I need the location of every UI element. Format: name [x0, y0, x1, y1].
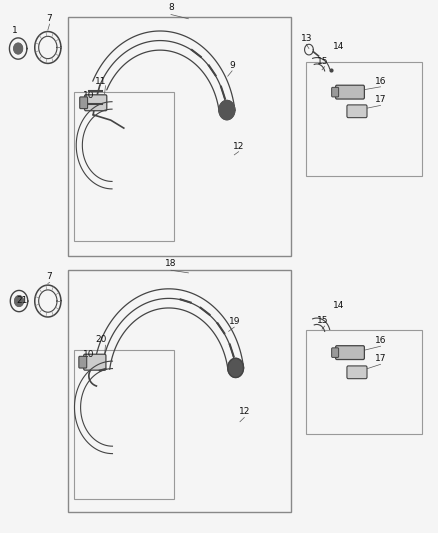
- Bar: [68, 17, 291, 256]
- Text: 18: 18: [165, 259, 177, 268]
- Text: 10: 10: [83, 350, 95, 359]
- FancyBboxPatch shape: [84, 354, 106, 370]
- Text: 14: 14: [332, 301, 344, 310]
- Text: 16: 16: [375, 336, 386, 345]
- Text: 1: 1: [12, 26, 18, 35]
- FancyBboxPatch shape: [85, 95, 107, 111]
- Text: 19: 19: [229, 317, 240, 326]
- Text: 10: 10: [83, 91, 95, 100]
- Bar: [68, 270, 291, 512]
- Text: 15: 15: [317, 316, 328, 325]
- Polygon shape: [228, 358, 244, 377]
- FancyBboxPatch shape: [332, 87, 339, 97]
- FancyBboxPatch shape: [332, 348, 339, 358]
- Text: 11: 11: [95, 77, 107, 86]
- Text: 17: 17: [375, 354, 386, 364]
- Polygon shape: [14, 296, 23, 306]
- Text: 13: 13: [300, 34, 312, 43]
- Text: 12: 12: [233, 142, 244, 151]
- Text: 9: 9: [229, 61, 235, 70]
- FancyBboxPatch shape: [336, 346, 364, 360]
- FancyBboxPatch shape: [80, 97, 88, 109]
- Text: 20: 20: [95, 335, 107, 344]
- FancyBboxPatch shape: [336, 85, 364, 99]
- Text: 7: 7: [46, 272, 52, 281]
- Polygon shape: [14, 43, 22, 54]
- Text: 12: 12: [239, 407, 250, 416]
- Text: 8: 8: [168, 3, 174, 12]
- Text: 17: 17: [375, 95, 386, 104]
- Bar: [74, 92, 174, 241]
- Polygon shape: [219, 101, 235, 119]
- FancyBboxPatch shape: [347, 366, 367, 378]
- FancyBboxPatch shape: [347, 105, 367, 118]
- Bar: [74, 351, 174, 499]
- Text: 14: 14: [332, 42, 344, 51]
- Text: 15: 15: [317, 56, 328, 66]
- Text: 7: 7: [46, 14, 52, 23]
- FancyBboxPatch shape: [79, 357, 87, 368]
- Text: 16: 16: [375, 77, 386, 86]
- Bar: [306, 62, 422, 176]
- Text: 21: 21: [16, 296, 27, 305]
- Bar: [306, 330, 422, 434]
